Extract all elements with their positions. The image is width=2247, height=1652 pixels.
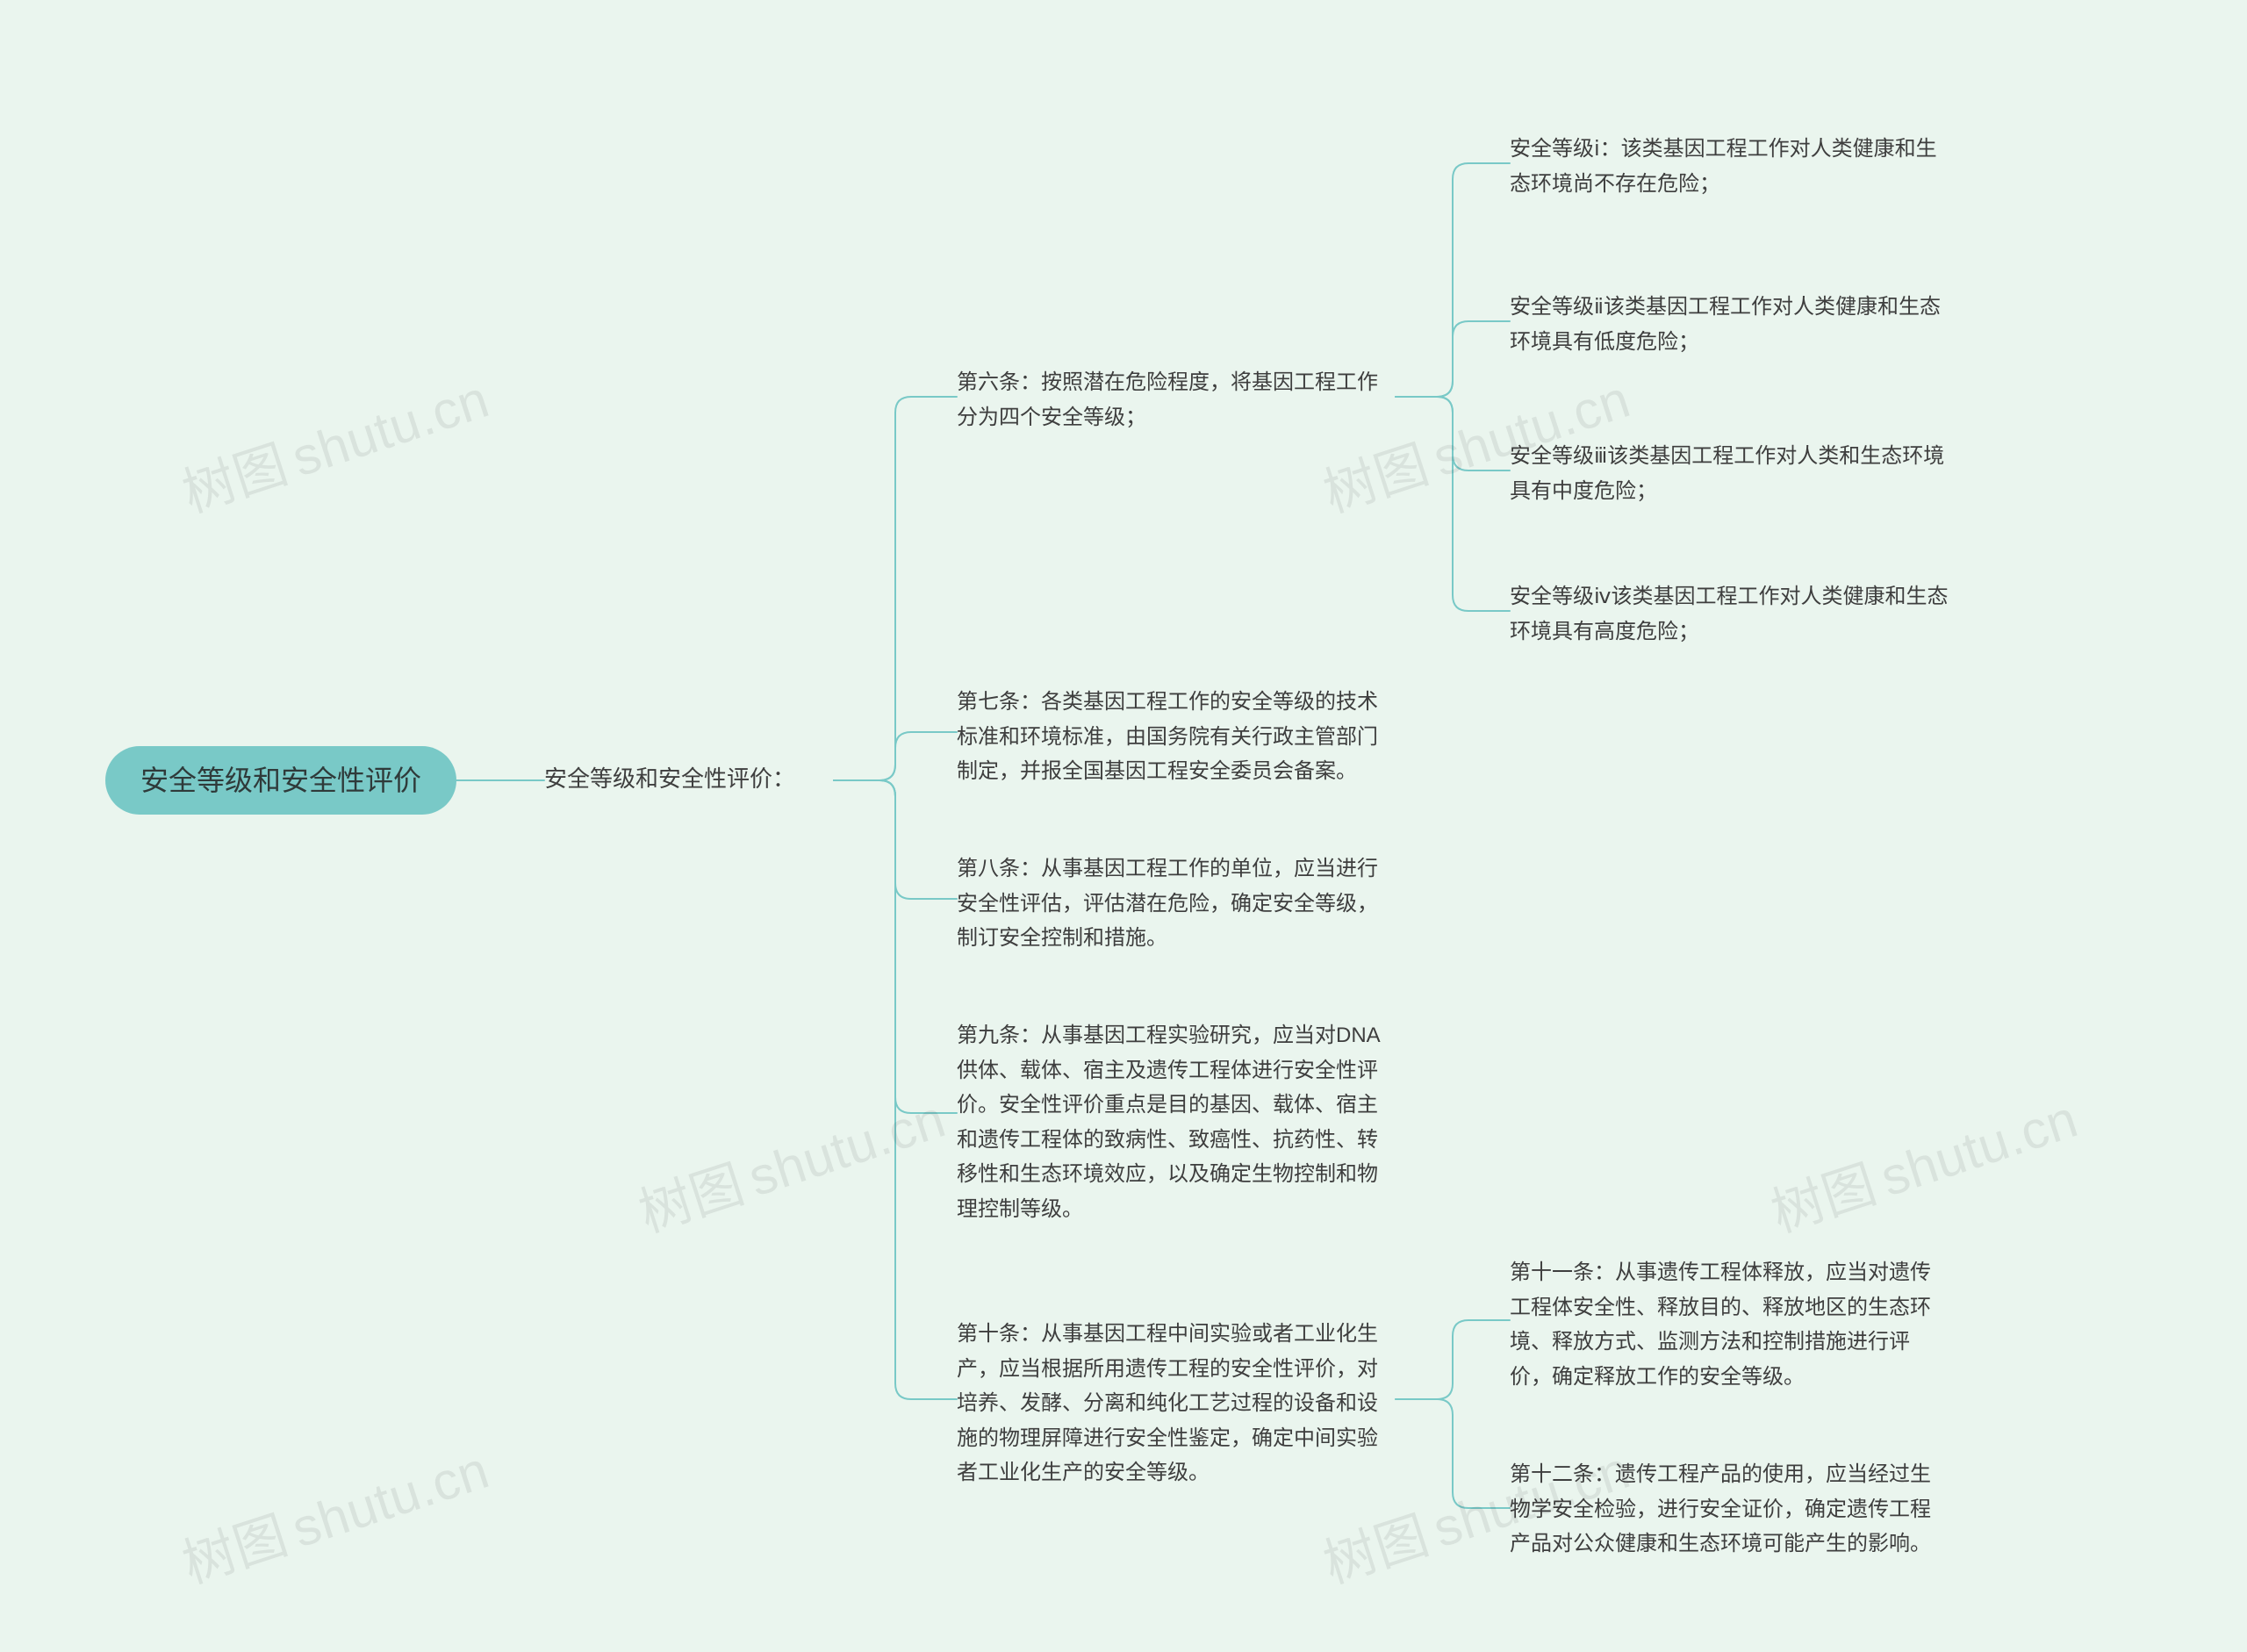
watermark-cn: 树图 [1764,1154,1884,1243]
level3-a11: 第十一条：从事遗传工程体释放，应当对遗传工程体安全性、释放目的、释放地区的生态环… [1510,1255,1949,1394]
level2-a6: 第六条：按照潜在危险程度，将基因工程工作分为四个安全等级； [957,365,1396,435]
watermark-en: shutu.cn [1874,1088,2085,1207]
watermark-cn: 树图 [176,435,295,523]
watermark-cn: 树图 [1317,1505,1436,1594]
level3-a6-1: 安全等级ⅰ：该类基因工程工作对人类健康和生态环境尚不存在危险； [1510,132,1949,201]
watermark: 树图shutu.cn [171,1427,497,1598]
watermark: 树图shutu.cn [171,356,497,528]
mindmap-canvas: 安全等级和安全性评价 安全等级和安全性评价： 第六条：按照潜在危险程度，将基因工程工… [0,0,2247,1652]
level3-a6-2: 安全等级ⅱ该类基因工程工作对人类健康和生态环境具有低度危险； [1510,290,1949,359]
watermark-en: shutu.cn [742,1088,952,1207]
watermark-cn: 树图 [1317,435,1436,523]
watermark-en: shutu.cn [285,369,496,487]
root-node: 安全等级和安全性评价 [105,746,456,815]
watermark-en: shutu.cn [285,1440,496,1558]
level2-a9: 第九条：从事基因工程实验研究，应当对DNA供体、载体、宿主及遗传工程体进行安全性… [957,1018,1396,1227]
level3-a6-3: 安全等级ⅲ该类基因工程工作对人类和生态环境具有中度危险； [1510,439,1949,508]
level3-a6-4: 安全等级ⅳ该类基因工程工作对人类健康和生态环境具有高度危险； [1510,579,1949,649]
level3-a12: 第十二条：遗传工程产品的使用，应当经过生物学安全检验，进行安全证价，确定遗传工程… [1510,1457,1949,1562]
level2-a8: 第八条：从事基因工程工作的单位，应当进行安全性评估，评估潜在危险，确定安全等级，… [957,851,1396,956]
level1-node: 安全等级和安全性评价： [544,760,834,798]
watermark: 树图shutu.cn [1760,1076,2085,1247]
level2-a10: 第十条：从事基因工程中间实验或者工业化生产，应当根据所用遗传工程的安全性评价，对… [957,1317,1396,1490]
level2-a7: 第七条：各类基因工程工作的安全等级的技术标准和环境标准，由国务院有关行政主管部门… [957,685,1396,789]
watermark-cn: 树图 [632,1154,751,1243]
watermark-cn: 树图 [176,1505,295,1594]
watermark: 树图shutu.cn [628,1076,953,1247]
